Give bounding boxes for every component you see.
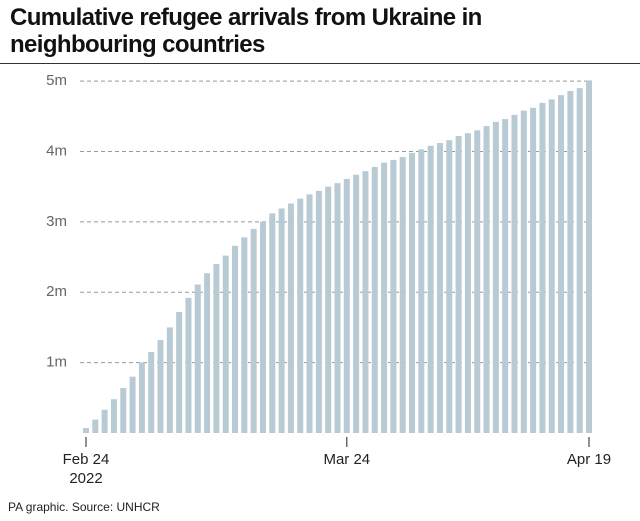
bar xyxy=(567,90,574,433)
bar xyxy=(520,110,527,433)
bar xyxy=(464,133,471,433)
bar xyxy=(586,80,592,433)
bar xyxy=(371,166,378,433)
bar xyxy=(232,245,239,433)
bar xyxy=(446,140,453,433)
bar xyxy=(185,297,192,433)
bar xyxy=(427,145,434,434)
bar xyxy=(166,327,173,433)
x-tick-label: Apr 19 xyxy=(567,451,611,468)
bar xyxy=(362,171,369,433)
bar xyxy=(306,194,313,433)
bar xyxy=(418,149,425,433)
y-tick-label: 2m xyxy=(46,283,67,300)
bar xyxy=(213,264,220,433)
bar xyxy=(436,143,443,433)
bar xyxy=(325,186,332,433)
y-tick-label: 5m xyxy=(46,72,67,89)
bar xyxy=(148,352,155,433)
bar xyxy=(259,221,266,433)
bar xyxy=(278,208,285,433)
y-tick-label: 4m xyxy=(46,142,67,159)
bar xyxy=(110,399,117,433)
bar xyxy=(204,273,211,433)
bar xyxy=(222,255,229,433)
x-tick-label: Feb 24 xyxy=(63,451,110,468)
bar xyxy=(297,198,304,433)
bar xyxy=(315,190,322,433)
bar xyxy=(381,162,388,433)
bar xyxy=(120,387,127,433)
bar xyxy=(492,121,499,434)
bar xyxy=(530,107,537,434)
bar xyxy=(101,409,108,433)
y-tick-label: 3m xyxy=(46,213,67,230)
bar xyxy=(287,203,294,433)
bar xyxy=(334,183,341,433)
bar xyxy=(474,130,481,433)
bar xyxy=(548,99,555,433)
bar xyxy=(558,95,565,434)
bar xyxy=(138,362,145,433)
title-rule xyxy=(0,63,640,64)
bar xyxy=(343,178,350,433)
bar xyxy=(511,114,518,433)
bar xyxy=(250,228,257,433)
bar xyxy=(409,152,416,433)
bar xyxy=(576,88,583,433)
bar xyxy=(399,157,406,434)
bar xyxy=(176,311,183,433)
bar xyxy=(157,340,164,433)
bar xyxy=(390,159,397,433)
bar xyxy=(502,119,509,433)
bar xyxy=(194,284,201,433)
source-note: PA graphic. Source: UNHCR xyxy=(8,500,160,514)
bar xyxy=(241,237,248,433)
y-tick-label: 1m xyxy=(46,354,67,371)
bar xyxy=(353,174,360,433)
chart-title: Cumulative refugee arrivals from Ukraine… xyxy=(10,4,482,58)
x-year-label: 2022 xyxy=(69,470,102,487)
bar xyxy=(539,102,546,434)
bar xyxy=(455,135,462,433)
bar xyxy=(83,428,89,433)
bar xyxy=(129,376,136,433)
bar xyxy=(269,213,276,433)
bar xyxy=(92,419,99,433)
x-tick-label: Mar 24 xyxy=(323,451,370,468)
bar xyxy=(483,126,490,433)
